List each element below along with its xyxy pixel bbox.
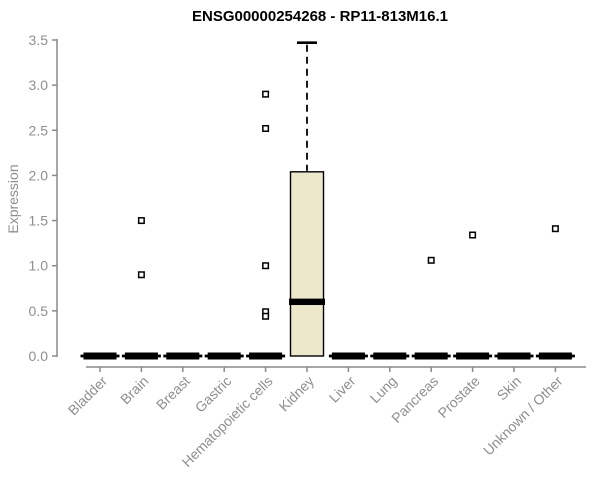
y-tick-label: 2.0 xyxy=(29,167,49,183)
collapsed-box xyxy=(83,352,117,360)
x-tick-label-brain: Brain xyxy=(117,373,151,407)
boxplot-unknown-other xyxy=(535,225,575,360)
chart-title: ENSG00000254268 - RP11-813M16.1 xyxy=(191,8,448,25)
boxplot-pancreas xyxy=(411,256,451,360)
x-tick-label-unknown-other: Unknown / Other xyxy=(480,373,566,459)
y-tick-label: 3.5 xyxy=(29,32,49,48)
collapsed-box xyxy=(538,352,572,360)
y-tick-label: 2.5 xyxy=(29,122,49,138)
outlier-point xyxy=(262,262,270,270)
boxplot-bladder xyxy=(80,352,120,360)
x-tick-label-prostate: Prostate xyxy=(435,373,483,421)
collapsed-box xyxy=(373,352,407,360)
box-rect xyxy=(289,171,325,357)
boxplot-prostate xyxy=(453,231,493,360)
boxplot-hematopoietic-cells xyxy=(246,90,286,360)
boxplot-kidney xyxy=(289,41,325,357)
y-tick-label: 1.5 xyxy=(29,213,49,229)
collapsed-box xyxy=(249,352,283,360)
x-tick-label-lung: Lung xyxy=(367,373,400,406)
outlier-point xyxy=(469,231,477,239)
collapsed-box xyxy=(456,352,490,360)
collapsed-box xyxy=(124,352,158,360)
boxplot-lung xyxy=(370,352,410,360)
collapsed-box xyxy=(497,352,531,360)
boxplot-breast xyxy=(163,352,203,360)
median-line xyxy=(289,298,325,306)
x-tick-label-kidney: Kidney xyxy=(276,373,318,415)
collapsed-box xyxy=(331,352,365,360)
x-tick-label-liver: Liver xyxy=(326,373,359,406)
boxplot-brain xyxy=(121,217,161,360)
outlier-point xyxy=(551,225,559,233)
outlier-point xyxy=(262,124,270,132)
outlier-point xyxy=(262,312,270,320)
x-tick-label-skin: Skin xyxy=(494,373,525,404)
boxplot-gastric xyxy=(204,352,244,360)
y-tick-label: 3.0 xyxy=(29,77,49,93)
outlier-point xyxy=(427,256,435,264)
boxplot-liver xyxy=(328,352,368,360)
outlier-point xyxy=(137,217,145,225)
collapsed-box xyxy=(166,352,200,360)
outlier-point xyxy=(137,271,145,279)
x-tick-label-bladder: Bladder xyxy=(65,373,111,419)
x-tick-label-breast: Breast xyxy=(153,373,193,413)
outlier-point xyxy=(262,90,270,98)
y-tick-label: 0.0 xyxy=(29,348,49,364)
boxplot-skin xyxy=(494,352,534,360)
collapsed-box xyxy=(207,352,241,360)
y-tick-label: 0.5 xyxy=(29,303,49,319)
collapsed-box xyxy=(414,352,448,360)
y-tick-label: 1.0 xyxy=(29,258,49,274)
